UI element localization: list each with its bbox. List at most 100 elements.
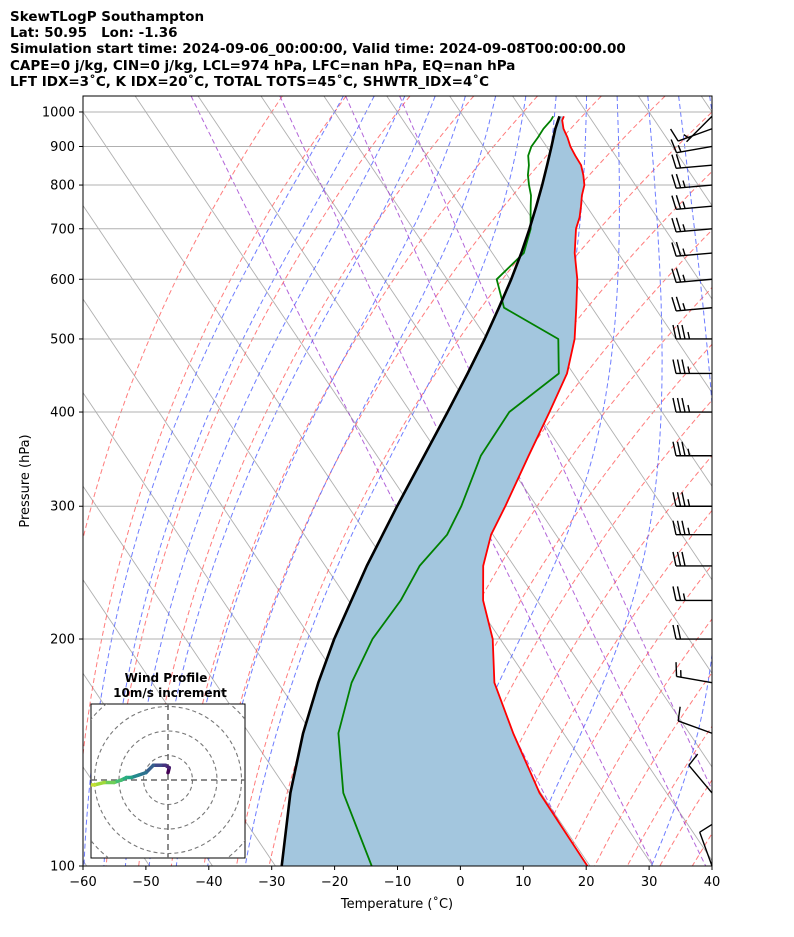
mixing-ratio-line [399, 96, 712, 791]
y-tick-label: 1000 [42, 105, 75, 120]
wind-barb-flag [671, 195, 677, 210]
x-axis-title: Temperature (˚C) [340, 896, 453, 912]
wind-barb-half-flag [682, 248, 686, 256]
temperature-line [482, 115, 589, 866]
dry-adiabat-line [170, 96, 538, 866]
wind-barb-shaft [688, 764, 713, 794]
wind-barb-flag [681, 492, 686, 507]
wind-barb-flag [671, 242, 677, 257]
mixing-ratio-line [345, 96, 707, 866]
dry-adiabat-line [496, 509, 712, 866]
wind-barb-flag [670, 139, 678, 153]
wind-barb-half-flag [677, 145, 682, 153]
wind-barb-half-flag [682, 593, 686, 601]
moist-adiabat-line [709, 96, 712, 116]
wind-barb-flag [669, 128, 679, 142]
title-line-cape: CAPE=0 j/kg, CIN=0 j/kg, LCL=974 hPa, LF… [10, 58, 516, 74]
wind-barb [671, 217, 713, 233]
isotherm-line [512, 96, 712, 394]
wind-barb-shaft [677, 128, 713, 142]
dry-adiabat-line [691, 832, 712, 866]
moist-adiabat-line [207, 96, 497, 866]
wind-barb-half-flag [682, 201, 686, 209]
wind-barb-half-flag [682, 274, 686, 282]
wind-barb-shaft [677, 720, 713, 734]
moist-adiabat-line [422, 96, 620, 866]
y-tick-label: 600 [50, 273, 75, 288]
wind-barb-half-flag [687, 331, 691, 340]
wind-barb-flag [672, 397, 677, 413]
wind-barb-flag [671, 154, 677, 169]
dry-adiabat-line [83, 96, 347, 759]
y-axis-title: Pressure (hPa) [18, 434, 33, 527]
title-line-indices: LFT IDX=3˚C, K IDX=20˚C, TOTAL TOTS=45˚C… [10, 74, 490, 90]
wind-barb-flag [681, 441, 686, 456]
wind-barb [688, 753, 713, 794]
moist-adiabat-line [124, 96, 406, 866]
wind-barb [672, 520, 712, 536]
wind-barb-flag [671, 174, 677, 189]
x-tick-label: −60 [69, 875, 96, 890]
title-line-times: Simulation start time: 2024-09-06_00:00:… [10, 41, 626, 57]
dry-adiabat-line [235, 96, 666, 866]
isotherm-line [83, 859, 88, 866]
isotherm-line [323, 96, 712, 675]
wind-barb-half-flag [687, 527, 691, 535]
wind-barb-flag [675, 662, 678, 677]
wind-barb-flag [681, 551, 686, 567]
wind-barb-shaft [676, 164, 713, 170]
wind-barb-shaft [676, 252, 713, 257]
dry-adiabat-line [659, 779, 712, 866]
wind-barb-flag [675, 173, 682, 189]
wind-barb-half-flag [687, 366, 691, 374]
title-line-station: SkewTLogP Southampton [10, 9, 205, 25]
wind-barb-flag [677, 706, 681, 722]
isotherm-line [83, 485, 339, 866]
y-tick-label: 200 [50, 633, 75, 648]
x-tick-label: 0 [456, 875, 464, 890]
wind-barb-flag [672, 441, 677, 456]
wind-barb-flag [675, 296, 682, 311]
wind-barb-flag [672, 551, 677, 567]
wind-barb-flag [681, 520, 686, 535]
wind-barb [669, 128, 713, 142]
mixing-ratio-line [279, 96, 654, 866]
wind-barb-shaft [676, 278, 713, 284]
x-tick-label: 30 [641, 875, 658, 890]
title-line-latlon: Lat: 50.95 Lon: -1.36 [10, 25, 178, 41]
moist-adiabat-line [521, 96, 663, 866]
wind-barb-flag [672, 624, 677, 640]
wind-barb-flag [676, 551, 682, 567]
wind-barb-flag [676, 624, 682, 640]
wind-barb-flag [681, 324, 686, 340]
dry-adiabat-line [594, 671, 712, 866]
wind-barb-flag [671, 218, 677, 233]
axes-layer: −60 −50 −40 −30 −20 −10 0 10 20 30 40 1000 900 800 700… [42, 105, 720, 890]
y-tick-label: 900 [50, 140, 75, 155]
wind-barb [670, 139, 713, 154]
wind-barb-flag [676, 492, 682, 507]
x-tick-label: 10 [515, 875, 532, 890]
wind-barb-flag [672, 520, 677, 535]
wind-barb-half-flag [687, 448, 691, 456]
x-tick-label: 20 [578, 875, 595, 890]
wind-barb-flag [672, 359, 677, 374]
wind-barb-flag [681, 397, 686, 413]
dry-adiabat-line [463, 454, 712, 866]
wind-barb [671, 195, 713, 211]
dry-adiabat-line [561, 618, 712, 866]
moist-adiabat-line [83, 96, 344, 866]
wind-barb [672, 397, 712, 413]
y-tick-label: 100 [50, 860, 75, 875]
y-tick-label: 700 [50, 222, 75, 237]
wind-barb-flag [688, 753, 699, 766]
wind-barb-flag [676, 520, 682, 535]
isotherm-line [764, 96, 794, 866]
wind-barb-flag [671, 296, 677, 312]
moist-adiabat-line [244, 96, 527, 866]
wind-barb-half-flag [682, 180, 686, 188]
wind-barb-flag [681, 359, 686, 374]
wind-barb-shaft [676, 145, 713, 154]
y-tick-label: 800 [50, 179, 75, 194]
hodograph-plot [91, 704, 245, 858]
